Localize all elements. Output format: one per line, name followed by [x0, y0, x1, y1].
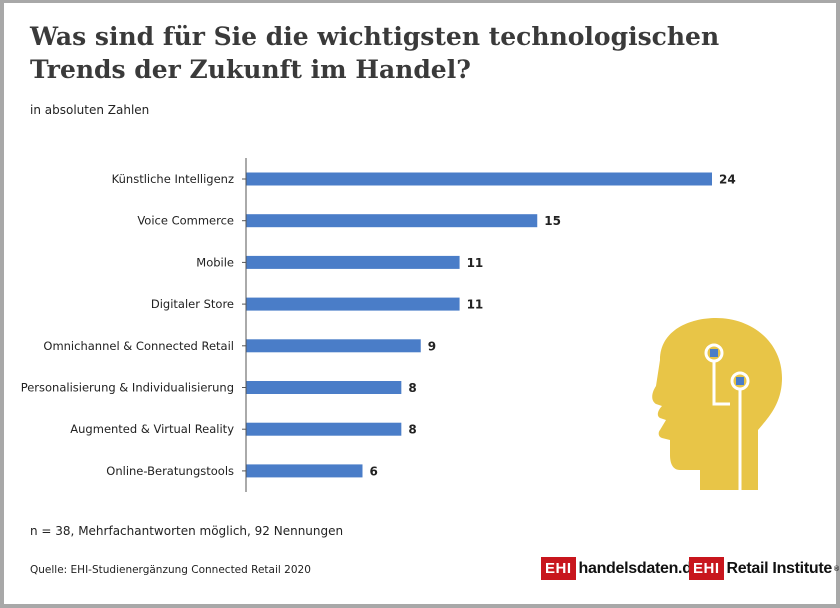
bar[interactable] [246, 464, 363, 478]
bar[interactable] [246, 214, 538, 228]
ai-head-icon [652, 318, 782, 490]
circuit-chip-2 [736, 377, 744, 385]
value-label: 9 [428, 339, 436, 353]
value-label: 8 [408, 423, 416, 437]
chart-title: Was sind für Sie die wichtigsten technol… [30, 22, 720, 84]
value-label: 6 [370, 464, 378, 478]
bars-group: Künstliche Intelligenz 24 Voice Commerce 15… [21, 172, 736, 478]
value-label: 8 [408, 381, 416, 395]
registered-mark: ® [832, 564, 840, 573]
logo-handelsdaten-box: EHI [541, 557, 576, 580]
logo-retail-institute[interactable]: EHI Retail Institute ® [689, 557, 840, 580]
category-label: Voice Commerce [137, 214, 234, 228]
category-label: Digitaler Store [151, 297, 234, 311]
bar[interactable] [246, 422, 402, 436]
bar[interactable] [246, 297, 460, 311]
logo-handelsdaten[interactable]: EHI handelsdaten.de [541, 557, 701, 580]
category-label: Mobile [196, 255, 234, 269]
source-note: Quelle: EHI-Studienergänzung Connected R… [30, 564, 311, 576]
value-label: 15 [544, 214, 561, 228]
value-label: 24 [719, 173, 736, 187]
category-label: Omnichannel & Connected Retail [43, 339, 234, 353]
bar[interactable] [246, 172, 712, 186]
category-label: Online-Beratungstools [106, 464, 234, 478]
circuit-chip-1 [710, 349, 718, 357]
bar[interactable] [246, 255, 460, 269]
circuit-line-1 [712, 361, 730, 406]
logo-handelsdaten-text: handelsdaten.de [578, 559, 701, 577]
bar[interactable] [246, 381, 402, 394]
category-label: Augmented & Virtual Reality [70, 422, 234, 436]
value-label: 11 [467, 298, 484, 312]
bar[interactable] [246, 339, 421, 353]
category-label: Künstliche Intelligenz [112, 172, 234, 186]
chart-subtitle: in absoluten Zahlen [30, 103, 150, 117]
sample-note: n = 38, Mehrfachantworten möglich, 92 Ne… [30, 524, 344, 538]
logo-retail-box: EHI [689, 557, 724, 580]
value-label: 11 [467, 256, 484, 270]
category-label: Personalisierung & Individualisierung [21, 381, 234, 395]
logo-retail-text: Retail Institute [726, 559, 833, 577]
